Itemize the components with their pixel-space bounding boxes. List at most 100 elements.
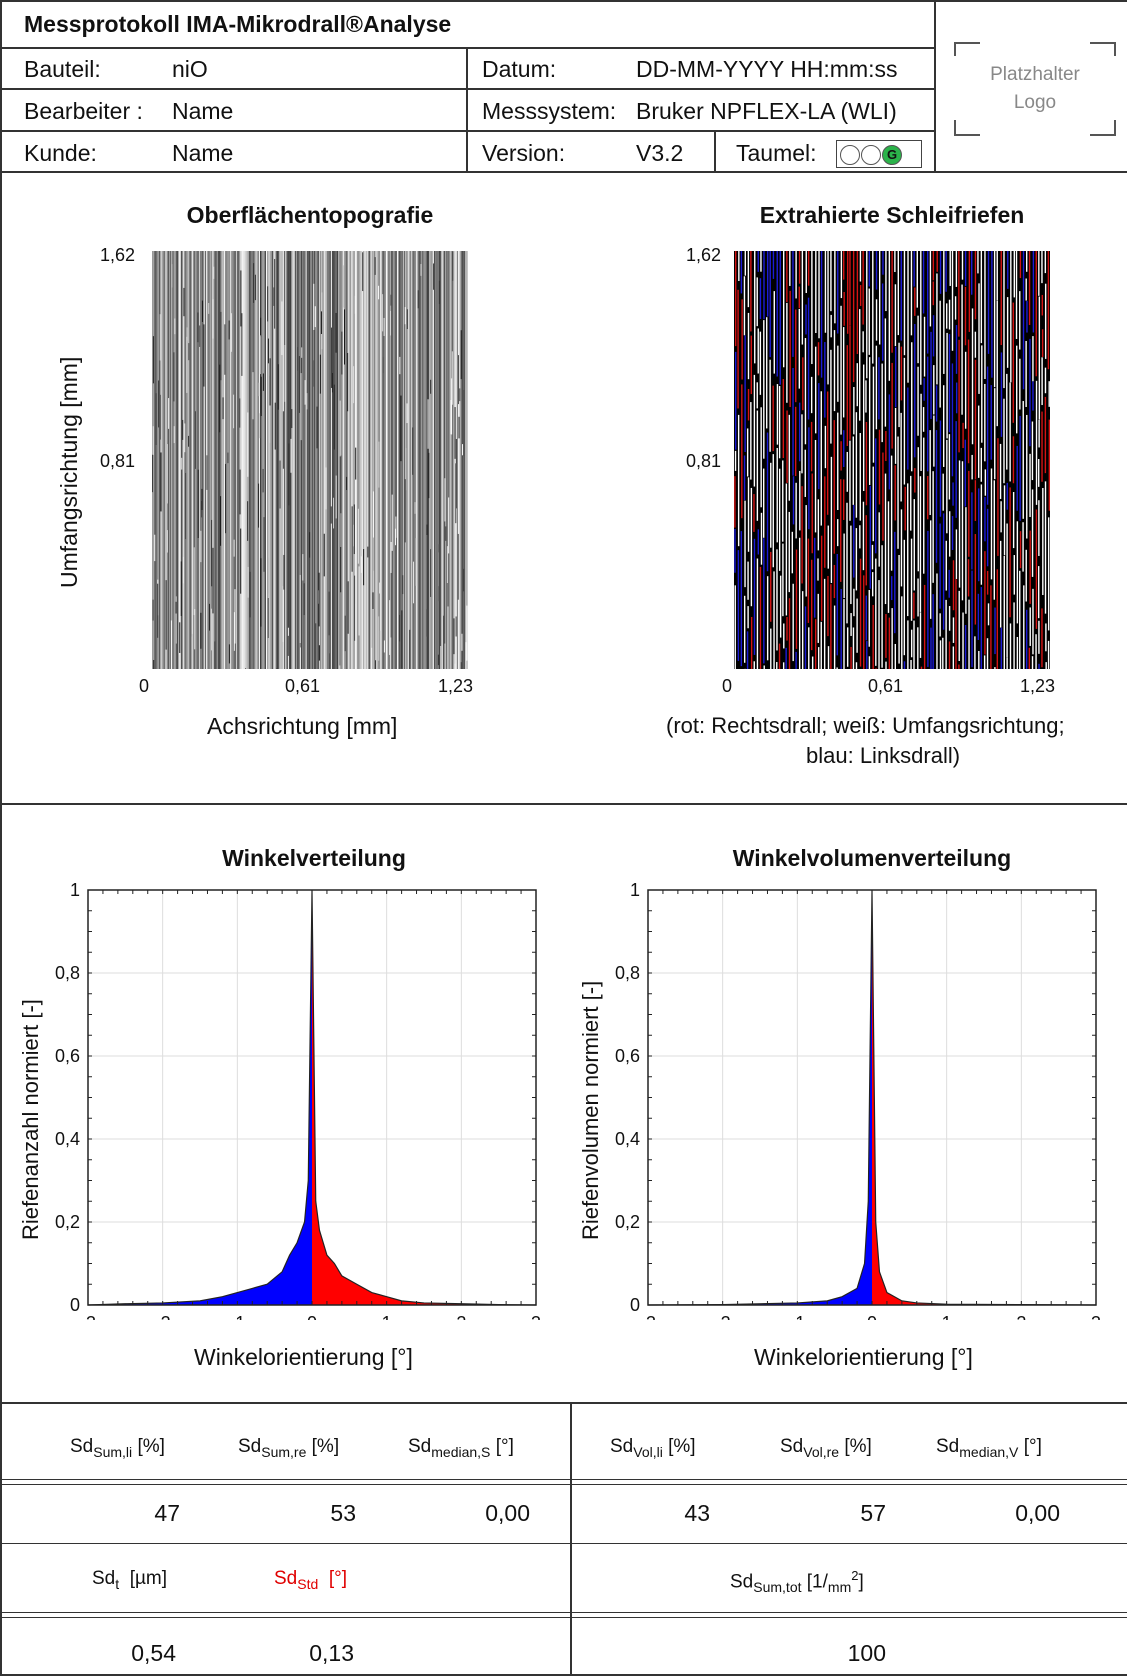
topo-streak [282,411,284,469]
topo-stripe [256,251,258,669]
topo-streak [344,615,346,652]
groove-segment [904,486,906,531]
groove-segment [1025,340,1027,407]
topo-streak [372,491,374,538]
groove-segment [743,455,746,501]
topo-stripe [171,251,173,669]
groove-segment [786,617,788,641]
topo-stripe [176,251,178,669]
groove-segment [1013,555,1015,595]
topo-stripe [406,251,408,669]
topo-stripe [183,251,185,669]
topo-stripe [255,251,257,669]
groove-segment [859,285,862,306]
groove-segment [996,569,999,669]
groove-segment [856,363,858,407]
topo-stripe [308,251,310,669]
right-area-series [872,890,1096,1305]
topo-streak [341,331,343,375]
groove-segment [917,366,919,436]
topo-streak [254,274,256,301]
topo-streak [354,295,356,314]
groove-segment [795,549,798,649]
topo-streak [173,352,175,402]
groove-segment [852,436,854,505]
topo-streak [395,528,397,546]
topo-stripe [424,251,426,669]
topo-stripe [248,251,250,669]
groove-segment [846,345,849,447]
topo-streak [444,478,446,522]
groove-segment [786,251,788,303]
topo-streak [174,318,176,335]
stat-label-vol-li: SdVol,li [%] [610,1436,696,1460]
groove-segment [734,585,736,669]
groove-segment [1031,421,1034,481]
topo-stripe [198,251,201,669]
topo-stripe [460,251,462,669]
groove-segment [756,410,759,521]
groove-segment [798,251,801,284]
groove-segment [1019,531,1022,569]
groove-segment [923,316,926,377]
groove-segment [763,320,765,459]
groove-segment [862,331,864,353]
topo-xtick-0: 0 [139,676,150,696]
groove-segment [917,315,919,364]
groove-segment [805,505,807,597]
groove-segment [837,345,839,402]
bearbeiter-value: Name [172,98,234,124]
x-tick-label: -2 [155,1313,171,1320]
groove-segment [818,383,820,490]
y-tick-label: 0,2 [615,1212,640,1232]
topo-streak [263,517,265,572]
groove-segment [833,330,836,412]
groove-segment [942,513,945,630]
topo-stripe [172,251,174,669]
groove-segment [881,283,884,361]
topo-stripe [393,251,395,669]
groove-segment [811,251,813,365]
topo-stripe [287,251,289,669]
groove-segment [791,531,794,574]
groove-segment [741,299,743,380]
topo-streak [277,364,279,410]
groove-segment [824,342,826,418]
groove-segment [878,429,881,505]
groove-segment [907,620,909,669]
groove-segment [964,439,967,507]
topo-streak [347,581,349,634]
groove-segment [740,251,743,294]
groove-segment [1025,549,1027,602]
topo-stripe [174,251,177,669]
topo-streak [166,444,168,504]
topo-streak [440,645,442,669]
groove-segment [804,449,806,497]
groove-segment [1044,481,1047,614]
groove-segment [920,251,922,385]
topo-stripe [299,251,301,669]
groove-segment [823,578,826,669]
groove-segment [939,300,941,408]
topo-streak [201,300,203,322]
topo-xlabel: Achsrichtung [mm] [207,713,398,739]
topo-stripe [310,251,312,669]
groove-segment [834,251,836,324]
groove-segment [737,550,740,661]
topo-stripe [441,251,443,669]
topo-streak [225,463,227,534]
topo-streak [451,378,453,435]
topo-streak [383,317,385,336]
groove-segment [923,584,926,669]
groove-segment [882,251,884,275]
groove-segment [810,421,813,472]
groove-segment [978,488,980,582]
groove-segment [920,666,923,669]
groove-segment [830,349,832,444]
groove-segment [1035,380,1038,505]
topo-streak [183,287,185,317]
topo-stripe [165,251,167,669]
groove-segment [948,606,951,631]
topo-streak [267,338,269,364]
topo-streak [465,642,467,669]
